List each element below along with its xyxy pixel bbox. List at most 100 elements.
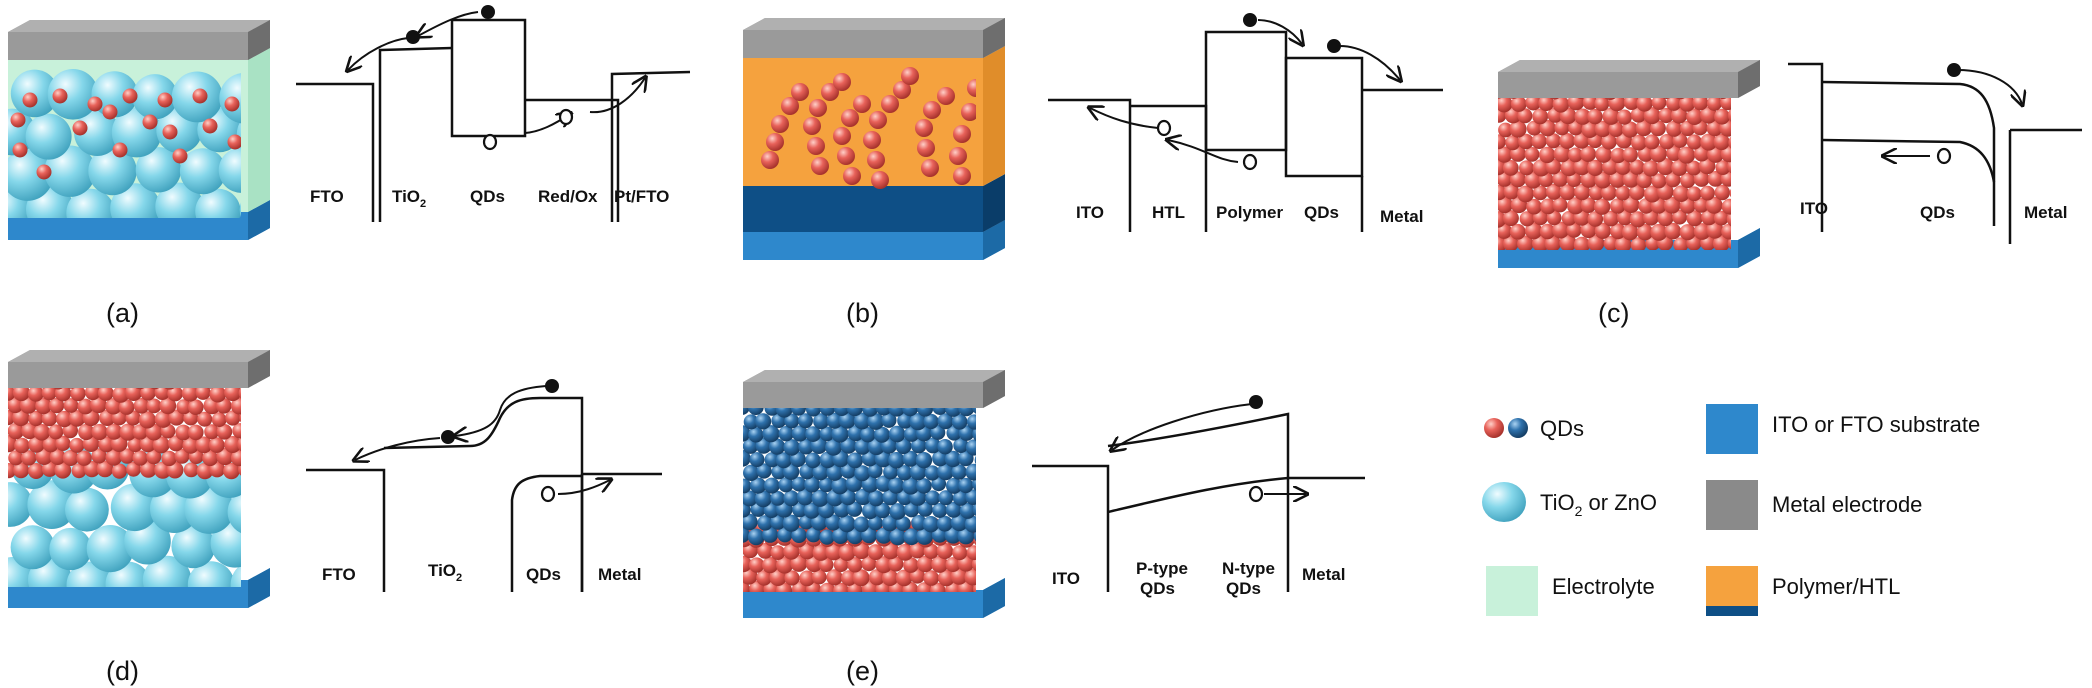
qd-sphere xyxy=(915,452,933,469)
qd-sphere xyxy=(757,543,774,559)
qd-sphere xyxy=(961,103,976,121)
qd-sphere xyxy=(48,397,65,414)
qd-sphere xyxy=(812,544,830,561)
qd-sphere xyxy=(922,516,940,533)
qd-sphere xyxy=(78,423,95,441)
qd-sphere xyxy=(1721,198,1731,215)
band-labels-b: ITO HTL Polymer QDs Metal xyxy=(1076,203,1423,226)
qd-sphere xyxy=(230,397,241,415)
qd-sphere xyxy=(1517,185,1534,203)
qd-sphere xyxy=(782,463,800,480)
qd-sphere xyxy=(1671,159,1688,176)
panel-label-c: (c) xyxy=(1598,298,1629,328)
qd-sphere xyxy=(21,422,38,440)
qd-sphere xyxy=(1622,171,1640,188)
qd-sphere xyxy=(55,435,71,451)
qd-sphere xyxy=(1539,223,1556,240)
qd-sphere xyxy=(757,515,773,531)
qd-sphere xyxy=(1526,120,1542,136)
panel-label-d: (d) xyxy=(106,656,139,686)
qd-sphere xyxy=(791,83,809,101)
qd-sphere xyxy=(1519,211,1535,227)
qd-sphere xyxy=(1498,95,1513,113)
qd-sphere xyxy=(1680,120,1696,137)
qd-sphere xyxy=(778,426,794,442)
qd-sphere xyxy=(1518,133,1534,150)
qd-sphere xyxy=(813,413,830,430)
qd-sphere xyxy=(971,557,976,572)
qd-sphere xyxy=(840,437,857,454)
legend-tio2-icon xyxy=(1482,482,1526,522)
tio2-sphere xyxy=(155,182,204,218)
qd-sphere xyxy=(1736,198,1751,213)
qd-sphere xyxy=(853,95,871,113)
label-ito: ITO xyxy=(1076,203,1104,222)
qd-sphere xyxy=(923,570,939,586)
qd-sphere xyxy=(76,450,92,466)
qd-sphere xyxy=(781,97,799,115)
qd-sphere xyxy=(959,502,976,519)
qd-sphere xyxy=(1568,147,1583,163)
qd-sphere xyxy=(974,455,976,465)
qd-sphere xyxy=(41,461,58,477)
qd-sphere xyxy=(756,463,772,479)
qd-sphere xyxy=(910,437,927,454)
qd-sphere xyxy=(1525,222,1543,240)
electron-icon xyxy=(1947,63,1961,77)
qd-sphere xyxy=(763,477,780,494)
qd-sphere xyxy=(1560,159,1578,177)
tio2-sphere xyxy=(74,110,121,156)
qd-sphere xyxy=(1658,107,1674,124)
tio2-sphere xyxy=(47,69,99,120)
device-c xyxy=(1498,60,1760,268)
electron-icon xyxy=(481,5,495,19)
qd-sphere xyxy=(1622,196,1640,213)
qd-sphere xyxy=(211,412,227,428)
qd-sphere xyxy=(1631,134,1647,151)
tio2-sphere xyxy=(142,555,192,587)
qd-sphere xyxy=(1727,108,1731,122)
qd-sphere xyxy=(831,477,849,495)
qd-sphere xyxy=(102,104,118,120)
label-polymer: Polymer xyxy=(1216,203,1283,222)
qd-sphere xyxy=(138,411,156,429)
qd-sphere xyxy=(921,159,939,177)
qd-sphere xyxy=(888,452,905,469)
qd-sphere xyxy=(1517,235,1534,250)
qd-sphere xyxy=(77,398,94,415)
qd-sphere xyxy=(837,147,855,165)
qd-sphere xyxy=(132,450,148,466)
legend-polymer-dark-swatch xyxy=(1706,606,1758,616)
qd-sphere xyxy=(897,412,913,429)
qd-sphere xyxy=(782,514,800,532)
qd-sphere xyxy=(230,449,241,467)
qd-sphere xyxy=(743,414,759,430)
label-fto: FTO xyxy=(322,565,356,584)
label-metal: Metal xyxy=(598,565,641,584)
qd-sphere xyxy=(72,120,88,136)
qd-sphere xyxy=(825,438,842,456)
qd-sphere xyxy=(930,425,946,440)
qd-sphere xyxy=(1498,122,1513,138)
qd-sphere xyxy=(183,462,199,478)
qd-sphere xyxy=(950,568,968,585)
qd-sphere xyxy=(775,452,792,469)
qd-sphere xyxy=(979,491,995,507)
qd-sphere xyxy=(917,139,935,157)
qd-sphere xyxy=(1552,221,1570,239)
qd-sphere xyxy=(903,557,919,573)
qd-sphere xyxy=(1510,96,1527,112)
qd-sphere xyxy=(931,555,949,573)
qd-sphere xyxy=(56,410,73,428)
qd-sphere xyxy=(805,426,821,442)
qd-sphere xyxy=(167,385,183,402)
qd-sphere xyxy=(807,137,825,155)
device-e xyxy=(743,370,1005,618)
qd-sphere xyxy=(762,526,779,543)
qd-sphere xyxy=(1552,171,1568,187)
qd-sphere xyxy=(87,96,103,112)
qd-sphere xyxy=(965,439,976,456)
qd-sphere xyxy=(825,543,843,561)
qd-sphere xyxy=(1554,120,1570,136)
qd-sphere xyxy=(1621,121,1639,138)
